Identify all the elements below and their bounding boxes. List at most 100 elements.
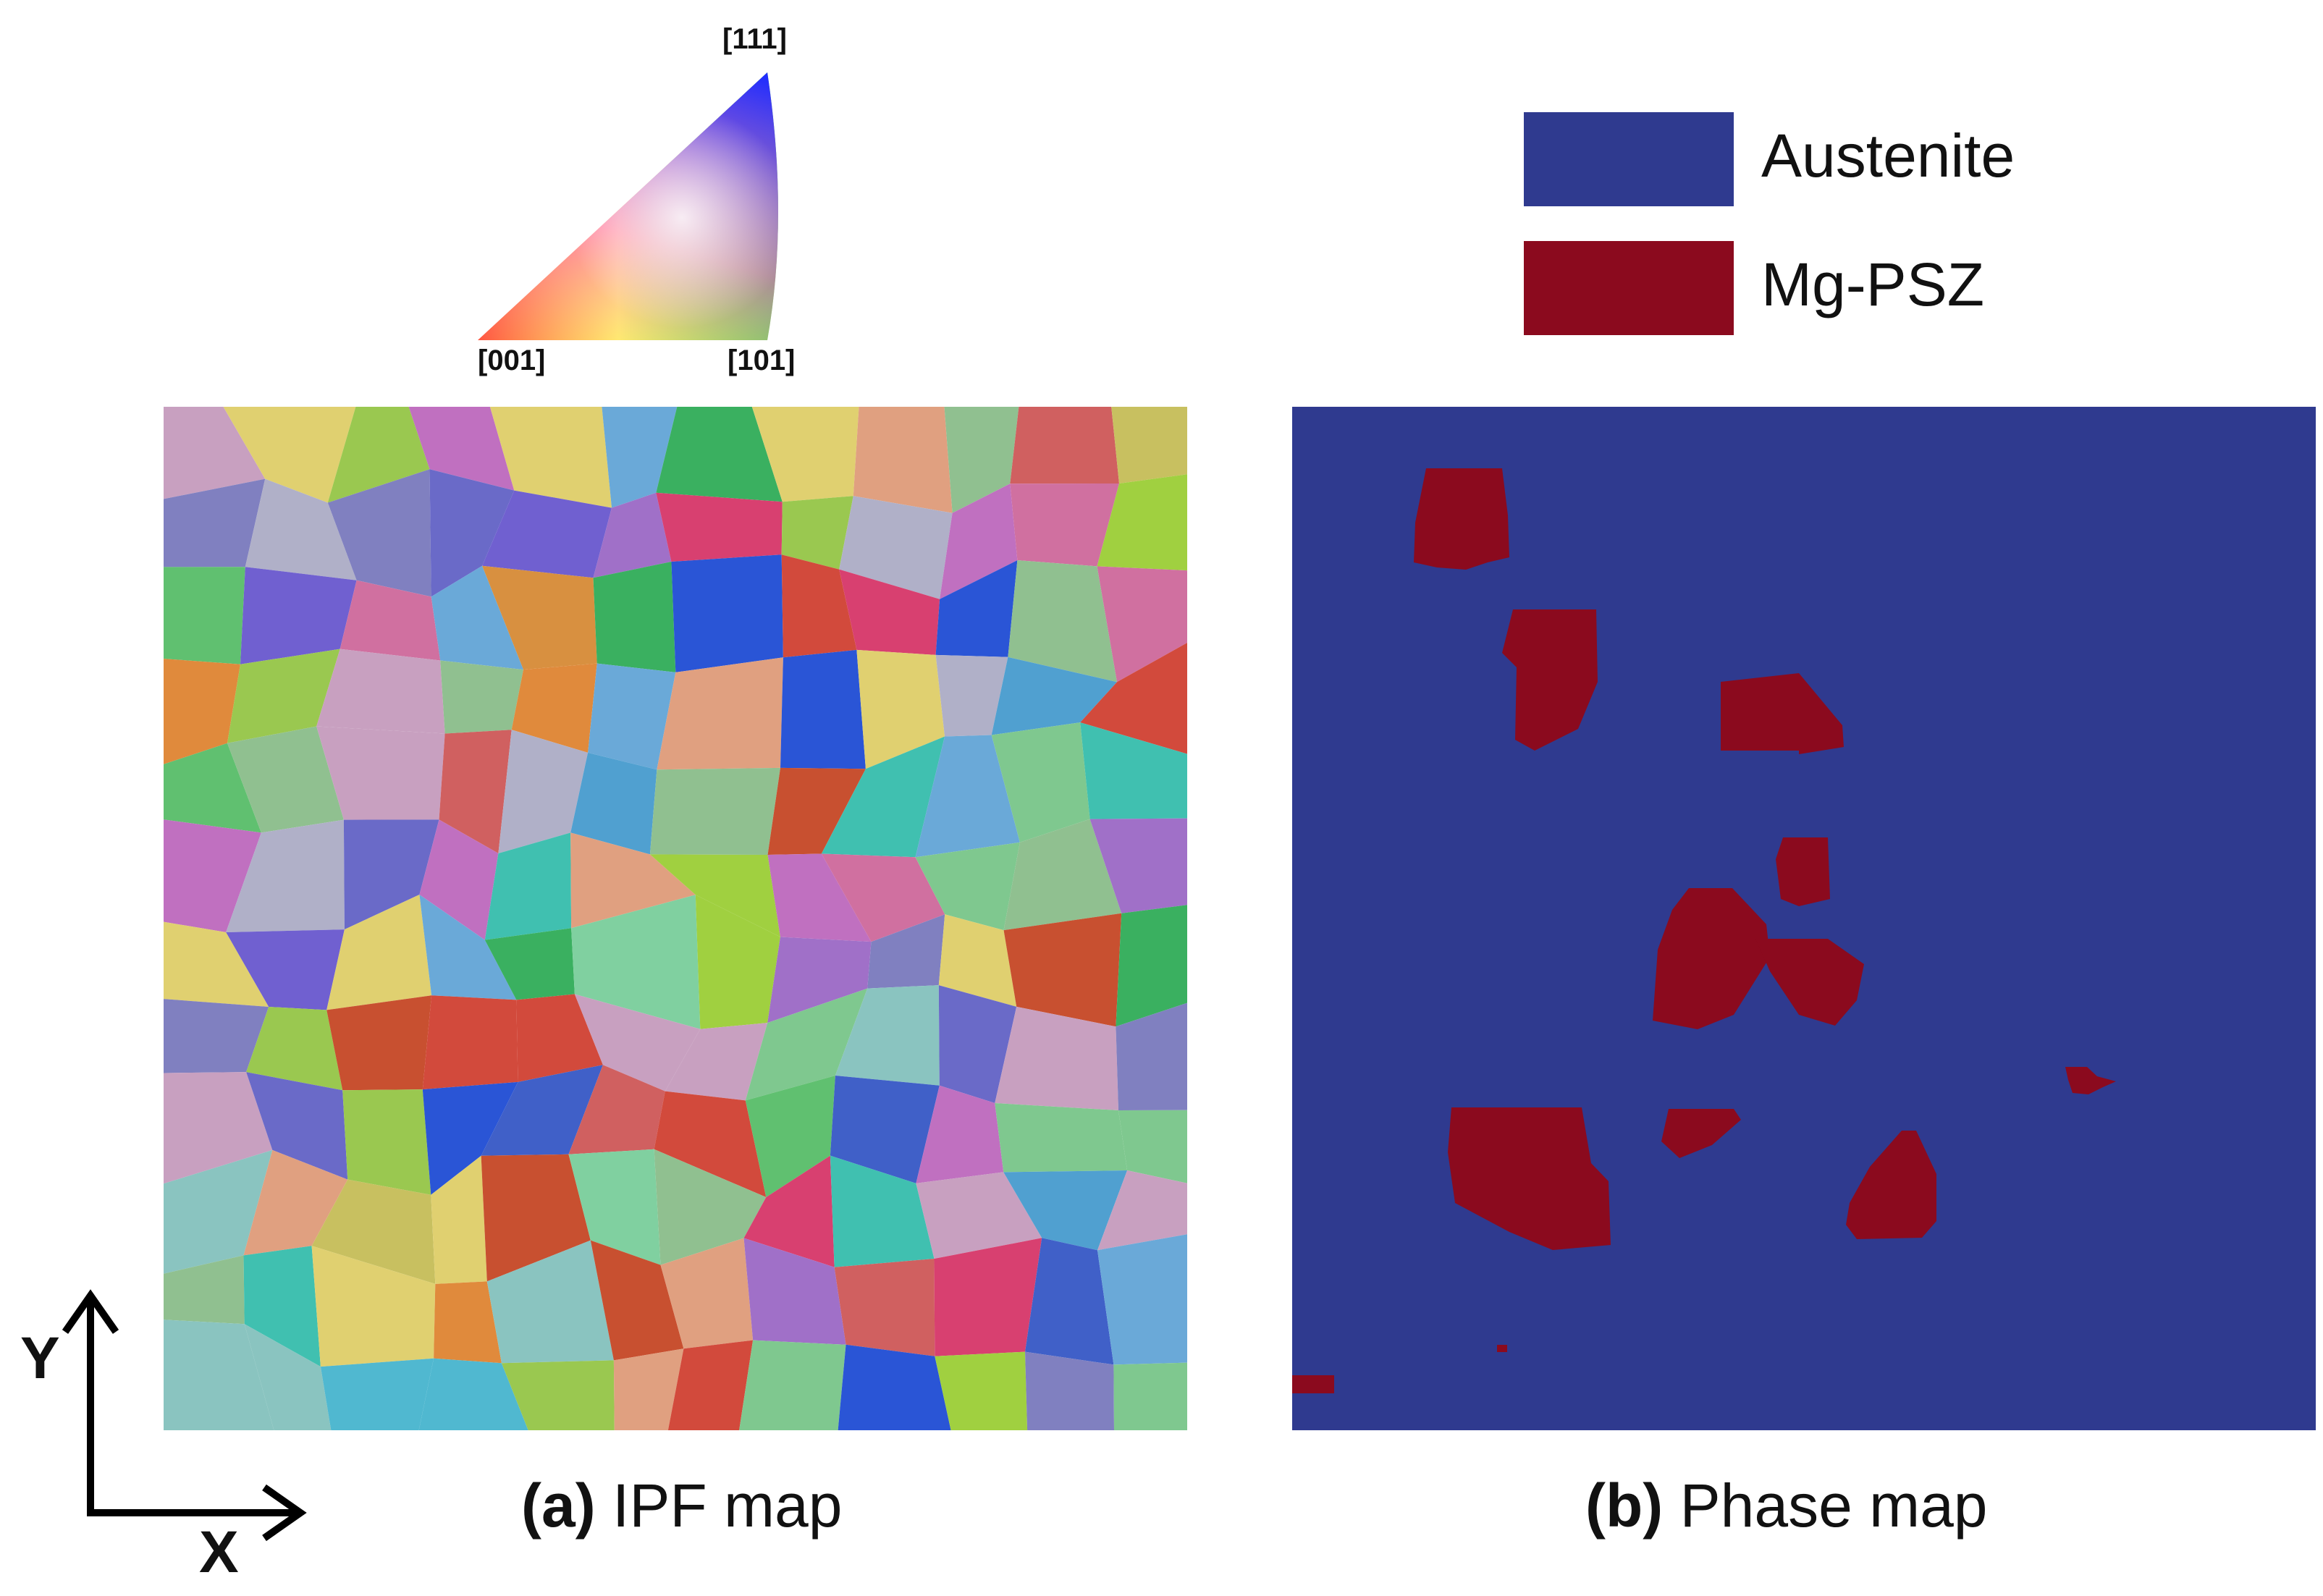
ipf-grain xyxy=(665,1023,768,1101)
ipf-grain xyxy=(246,1072,348,1180)
caption-a-text: IPF map xyxy=(595,1472,843,1540)
ipf-grain xyxy=(316,649,445,734)
ipf-grain xyxy=(486,1240,614,1364)
ipf-grain xyxy=(1010,407,1119,484)
ipf-grain xyxy=(326,895,432,1010)
ipf-grain xyxy=(830,1076,940,1183)
ipf-grain xyxy=(574,994,701,1092)
ipf-grain xyxy=(991,656,1117,735)
ipf-grain xyxy=(649,854,780,937)
ipf-grain xyxy=(570,752,657,855)
legend-label-mg-psz: Mg-PSZ xyxy=(1761,250,1985,318)
ipf-grain xyxy=(1111,407,1187,484)
ipf-grain xyxy=(164,478,266,567)
ipf-grain xyxy=(915,735,1020,858)
ipf-grain xyxy=(1025,1351,1114,1430)
ipf-grain xyxy=(164,743,261,833)
ipf-grain xyxy=(316,726,445,820)
ipf-grain xyxy=(656,407,783,502)
mg-psz-grain xyxy=(1448,1107,1611,1250)
caption-ipf-map: (a) IPF map xyxy=(521,1471,842,1541)
coordinate-axes: Y X xyxy=(14,1281,319,1585)
phase-map xyxy=(1292,407,2316,1430)
ipf-grain xyxy=(164,999,269,1073)
ipf-grain xyxy=(1097,1170,1187,1251)
ipf-grain xyxy=(429,469,515,597)
ipf-grain xyxy=(916,1172,1042,1259)
ipf-grain xyxy=(1113,1362,1187,1430)
ipf-grain xyxy=(835,985,940,1086)
ipf-grain xyxy=(422,1081,518,1195)
ipf-grain xyxy=(419,895,517,1000)
caption-b-letter: (b) xyxy=(1585,1472,1664,1540)
ipf-grain xyxy=(326,995,432,1091)
axes-arrows xyxy=(62,1289,307,1542)
ipf-grain xyxy=(311,1179,436,1284)
ipf-grain xyxy=(408,407,515,491)
caption-a-letter: (a) xyxy=(521,1472,596,1540)
ipf-grain xyxy=(418,1358,528,1430)
mg-psz-grain xyxy=(1721,673,1844,754)
ipf-grain xyxy=(431,1155,487,1284)
ipf-grain xyxy=(498,730,589,853)
ipf-grain xyxy=(327,469,431,597)
ipf-grain xyxy=(434,1281,502,1364)
mg-psz-grain xyxy=(2065,1067,2116,1094)
ipf-grain xyxy=(1003,819,1122,931)
axis-label-x: X xyxy=(199,1519,239,1585)
ipf-grain xyxy=(649,767,780,855)
ipf-grain xyxy=(243,1246,321,1367)
ipf-grain xyxy=(482,490,612,578)
ipf-grain xyxy=(570,832,696,929)
ipf-grain xyxy=(935,560,1018,657)
ipf-grain xyxy=(839,569,940,655)
ipf-corner-001: [001] xyxy=(478,345,546,376)
ipf-grain xyxy=(244,1324,332,1430)
ipf-grain xyxy=(613,1348,684,1430)
ipf-grain xyxy=(1089,818,1187,913)
ipf-grain xyxy=(484,928,575,1000)
legend-item-mg-psz: Mg-PSZ xyxy=(1524,241,2074,335)
ipf-grain xyxy=(934,1238,1042,1356)
ipf-grain xyxy=(593,562,676,672)
ipf-grain xyxy=(164,567,245,664)
ipf-grain xyxy=(1080,643,1187,754)
ipf-grain xyxy=(246,1007,343,1091)
ipf-grain xyxy=(743,1155,835,1267)
ipf-grain xyxy=(751,407,859,502)
ipf-corner-111: [111] xyxy=(722,23,787,55)
austenite-region xyxy=(1292,407,2316,1430)
ipf-grain xyxy=(1080,722,1187,819)
ipf-grain xyxy=(995,1006,1118,1110)
phase-map-image xyxy=(1292,407,2316,1430)
legend-label-austenite: Austenite xyxy=(1761,122,2015,190)
ipf-grain xyxy=(654,1149,767,1265)
austenite-swatch xyxy=(1524,112,1734,206)
legend-item-austenite: Austenite xyxy=(1524,112,2074,206)
ipf-grain xyxy=(1118,1110,1187,1183)
ipf-grain xyxy=(830,1155,935,1267)
ipf-grain xyxy=(745,988,868,1101)
ipf-grain xyxy=(489,407,612,508)
ipf-grain xyxy=(839,496,953,599)
ipf-grain xyxy=(223,407,356,503)
ipf-grain xyxy=(745,1076,835,1197)
ipf-grain xyxy=(240,567,357,664)
ipf-grain xyxy=(657,657,783,770)
ipf-grain xyxy=(590,1240,684,1361)
ipf-grain xyxy=(944,407,1019,513)
ipf-grain xyxy=(311,1246,436,1367)
ipf-grain xyxy=(440,660,523,734)
ipf-grain xyxy=(571,895,701,1029)
ipf-grain xyxy=(501,1360,615,1430)
ipf-grain xyxy=(916,1085,1004,1183)
ipf-grain xyxy=(1003,1170,1128,1251)
mg-psz-grain xyxy=(1661,1109,1741,1158)
ipf-grain xyxy=(938,914,1017,1007)
ipf-grain xyxy=(660,1238,754,1349)
ipf-grain xyxy=(867,914,945,989)
ipf-grain xyxy=(856,649,945,769)
ipf-grain xyxy=(838,1344,951,1430)
ipf-color-key: [111] [001] [101] xyxy=(449,14,825,384)
ipf-grain xyxy=(1116,905,1187,1027)
